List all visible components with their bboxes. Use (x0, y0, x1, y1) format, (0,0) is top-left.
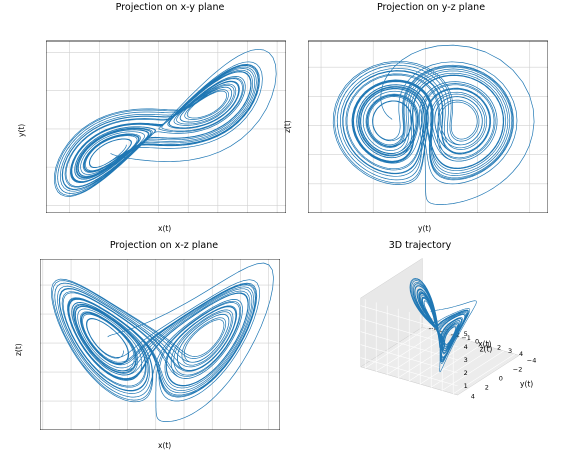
xlabel-xy: x(t) (158, 224, 172, 233)
plot-frame (46, 40, 286, 213)
trajectory-line-3d (409, 277, 477, 373)
x-tick-label: 0 (475, 337, 479, 345)
grid-line (431, 347, 493, 388)
zlabel-3d: z(t) (480, 344, 493, 353)
chart-title-xy: Projection on x-y plane (115, 2, 225, 13)
y-tick-label: −4 (527, 356, 537, 364)
x-tick-label: −3 (439, 328, 449, 336)
xlabel-3d: x(t) (478, 339, 491, 348)
ylabel-xz: z(t) (14, 343, 23, 356)
grid-line (442, 350, 504, 391)
grid-line (360, 344, 458, 374)
y-tick-label: 4 (471, 392, 475, 400)
z-tick-label: 1 (464, 382, 468, 390)
trajectory-line (53, 48, 277, 197)
plot-xz: −4−3−2−101234012345 (40, 259, 280, 430)
chart-title-yz: Projection on y-z plane (376, 2, 486, 13)
x-tick-label: 3 (508, 347, 512, 355)
x-tick-label: 1 (486, 340, 490, 348)
trajectory-line (332, 44, 535, 205)
ylabel-3d: y(t) (520, 379, 533, 388)
grid-line (453, 353, 515, 394)
chart-title-3d: 3D trajectory (388, 240, 452, 251)
chart-title-xz: Projection on x-z plane (109, 240, 219, 251)
trajectory-line (51, 262, 274, 422)
plot-frame (308, 40, 548, 213)
y-tick-label: −2 (513, 365, 523, 373)
x-tick-label: 2 (497, 344, 501, 352)
ylabel-xy: y(t) (17, 123, 26, 137)
grid-line (420, 344, 482, 385)
xlabel-yz: y(t) (418, 224, 432, 233)
grid-line (360, 305, 458, 335)
ylabel-yz: z(t) (283, 120, 292, 133)
x-tick-label: −4 (428, 324, 438, 332)
z-tick-label: 2 (464, 369, 468, 377)
y-tick-label: 0 (499, 374, 503, 382)
plot-yz: −4−2024012345 (308, 40, 548, 213)
y-tick-label: 2 (485, 383, 489, 391)
z-tick-label: 5 (464, 330, 468, 338)
grid-line (360, 357, 458, 387)
z-tick-label: 4 (464, 343, 468, 351)
x-tick-label: 4 (519, 350, 523, 358)
xlabel-xz: x(t) (158, 441, 172, 450)
x-tick-label: −1 (461, 334, 471, 342)
z-tick-label: 3 (464, 356, 468, 364)
